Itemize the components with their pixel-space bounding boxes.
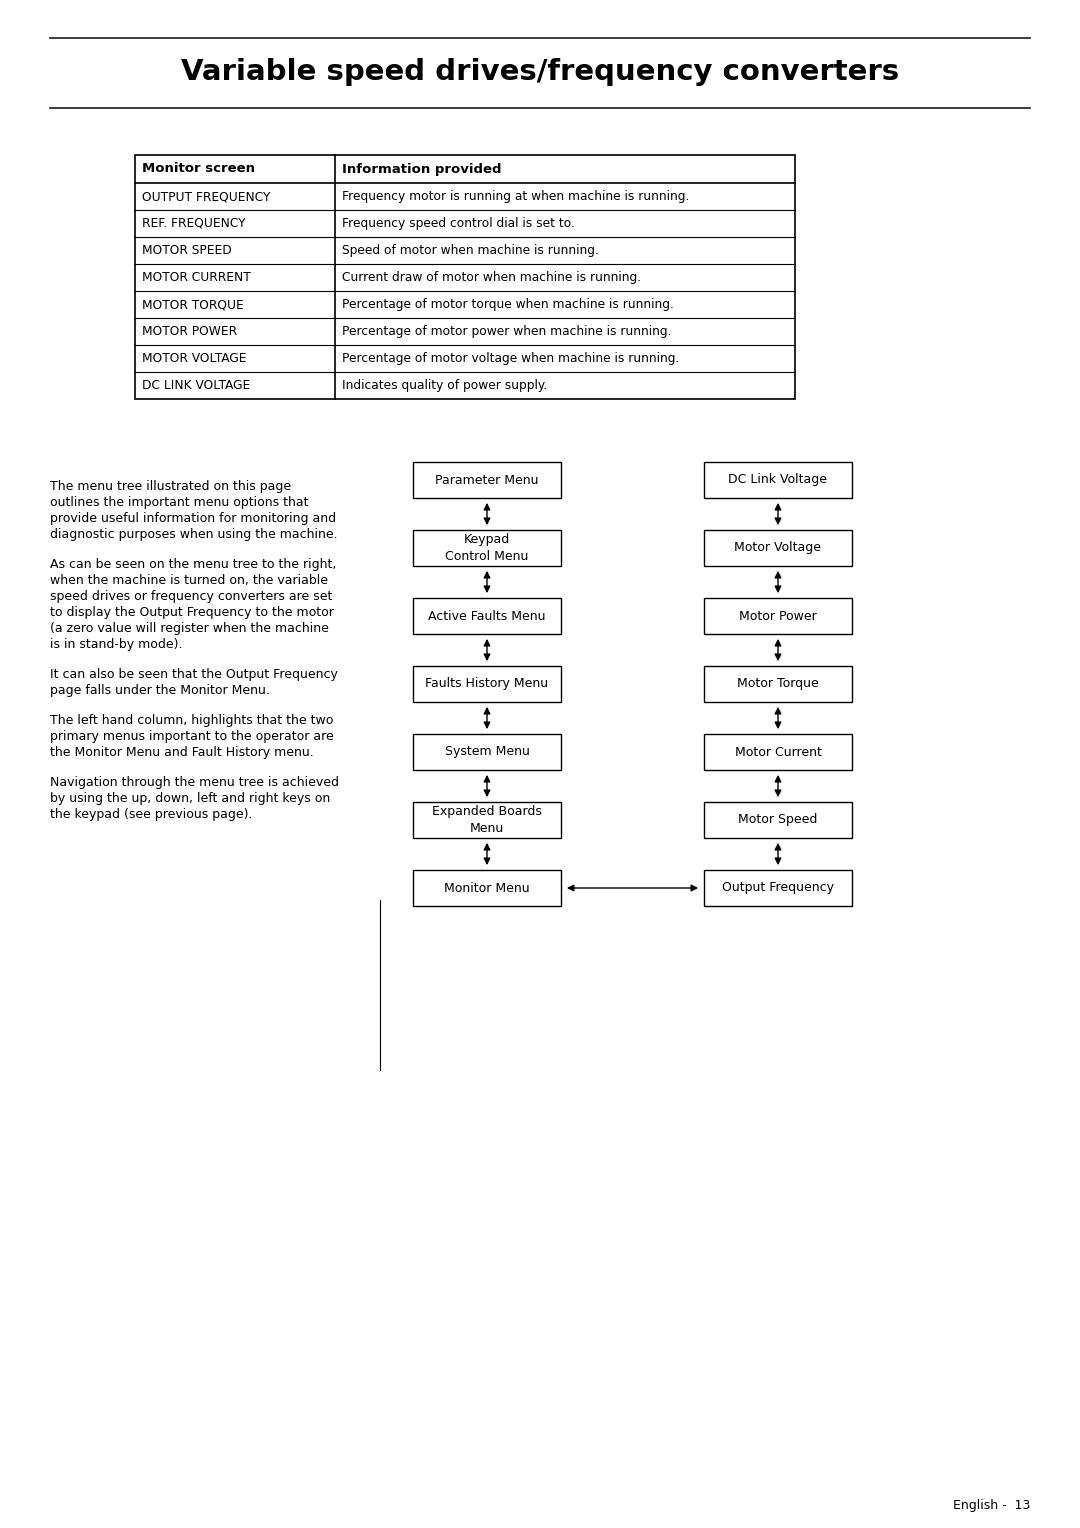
Bar bbox=[413, 530, 561, 565]
Text: Percentage of motor torque when machine is running.: Percentage of motor torque when machine … bbox=[342, 298, 674, 312]
Text: Keypad
Control Menu: Keypad Control Menu bbox=[445, 533, 529, 562]
Bar bbox=[413, 597, 561, 634]
Bar bbox=[413, 461, 561, 498]
Text: Motor Current: Motor Current bbox=[734, 746, 822, 758]
Text: speed drives or frequency converters are set: speed drives or frequency converters are… bbox=[50, 590, 333, 604]
Text: Monitor screen: Monitor screen bbox=[141, 162, 255, 176]
Text: Expanded Boards
Menu: Expanded Boards Menu bbox=[432, 805, 542, 834]
Text: when the machine is turned on, the variable: when the machine is turned on, the varia… bbox=[50, 575, 328, 587]
Bar bbox=[704, 461, 852, 498]
Text: English -  13: English - 13 bbox=[953, 1499, 1030, 1511]
Text: Active Faults Menu: Active Faults Menu bbox=[429, 610, 545, 622]
Text: The menu tree illustrated on this page: The menu tree illustrated on this page bbox=[50, 480, 292, 494]
Text: (a zero value will register when the machine: (a zero value will register when the mac… bbox=[50, 622, 329, 636]
Text: is in stand-by mode).: is in stand-by mode). bbox=[50, 639, 183, 651]
Text: Current draw of motor when machine is running.: Current draw of motor when machine is ru… bbox=[342, 270, 642, 284]
Text: Navigation through the menu tree is achieved: Navigation through the menu tree is achi… bbox=[50, 776, 339, 788]
Bar bbox=[704, 802, 852, 837]
Text: MOTOR VOLTAGE: MOTOR VOLTAGE bbox=[141, 351, 246, 365]
Text: Percentage of motor voltage when machine is running.: Percentage of motor voltage when machine… bbox=[342, 351, 679, 365]
Bar bbox=[413, 869, 561, 906]
Text: It can also be seen that the Output Frequency: It can also be seen that the Output Freq… bbox=[50, 668, 338, 681]
Text: Indicates quality of power supply.: Indicates quality of power supply. bbox=[342, 379, 548, 393]
Text: Speed of motor when machine is running.: Speed of motor when machine is running. bbox=[342, 244, 599, 257]
Bar bbox=[704, 530, 852, 565]
Text: the Monitor Menu and Fault History menu.: the Monitor Menu and Fault History menu. bbox=[50, 746, 314, 759]
Text: DC LINK VOLTAGE: DC LINK VOLTAGE bbox=[141, 379, 251, 393]
Text: Motor Voltage: Motor Voltage bbox=[734, 541, 822, 555]
Text: Monitor Menu: Monitor Menu bbox=[444, 882, 530, 894]
Text: outlines the important menu options that: outlines the important menu options that bbox=[50, 497, 309, 509]
Text: Information provided: Information provided bbox=[342, 162, 501, 176]
Text: System Menu: System Menu bbox=[445, 746, 529, 758]
Text: Frequency speed control dial is set to.: Frequency speed control dial is set to. bbox=[342, 217, 575, 231]
Bar bbox=[135, 154, 795, 399]
Text: MOTOR SPEED: MOTOR SPEED bbox=[141, 244, 232, 257]
Text: MOTOR CURRENT: MOTOR CURRENT bbox=[141, 270, 251, 284]
Text: diagnostic purposes when using the machine.: diagnostic purposes when using the machi… bbox=[50, 529, 338, 541]
Text: page falls under the Monitor Menu.: page falls under the Monitor Menu. bbox=[50, 685, 270, 697]
Text: by using the up, down, left and right keys on: by using the up, down, left and right ke… bbox=[50, 792, 330, 805]
Bar bbox=[704, 597, 852, 634]
Text: Motor Power: Motor Power bbox=[739, 610, 816, 622]
Text: DC Link Voltage: DC Link Voltage bbox=[729, 474, 827, 486]
Bar bbox=[413, 802, 561, 837]
Bar bbox=[704, 733, 852, 770]
Bar bbox=[704, 666, 852, 701]
Text: MOTOR POWER: MOTOR POWER bbox=[141, 325, 238, 338]
Text: Frequency motor is running at when machine is running.: Frequency motor is running at when machi… bbox=[342, 189, 689, 203]
Text: MOTOR TORQUE: MOTOR TORQUE bbox=[141, 298, 244, 312]
Text: Output Frequency: Output Frequency bbox=[723, 882, 834, 894]
Bar bbox=[413, 666, 561, 701]
Text: provide useful information for monitoring and: provide useful information for monitorin… bbox=[50, 512, 336, 526]
Text: OUTPUT FREQUENCY: OUTPUT FREQUENCY bbox=[141, 189, 270, 203]
Bar bbox=[413, 733, 561, 770]
Text: REF. FREQUENCY: REF. FREQUENCY bbox=[141, 217, 245, 231]
Text: to display the Output Frequency to the motor: to display the Output Frequency to the m… bbox=[50, 607, 334, 619]
Text: primary menus important to the operator are: primary menus important to the operator … bbox=[50, 730, 334, 743]
Text: The left hand column, highlights that the two: The left hand column, highlights that th… bbox=[50, 714, 334, 727]
Text: Faults History Menu: Faults History Menu bbox=[426, 677, 549, 691]
Text: the keypad (see previous page).: the keypad (see previous page). bbox=[50, 808, 253, 821]
Text: Motor Torque: Motor Torque bbox=[738, 677, 819, 691]
Bar bbox=[704, 869, 852, 906]
Text: Parameter Menu: Parameter Menu bbox=[435, 474, 539, 486]
Text: Motor Speed: Motor Speed bbox=[739, 813, 818, 827]
Text: As can be seen on the menu tree to the right,: As can be seen on the menu tree to the r… bbox=[50, 558, 336, 571]
Text: Percentage of motor power when machine is running.: Percentage of motor power when machine i… bbox=[342, 325, 672, 338]
Text: Variable speed drives/frequency converters: Variable speed drives/frequency converte… bbox=[181, 58, 899, 86]
